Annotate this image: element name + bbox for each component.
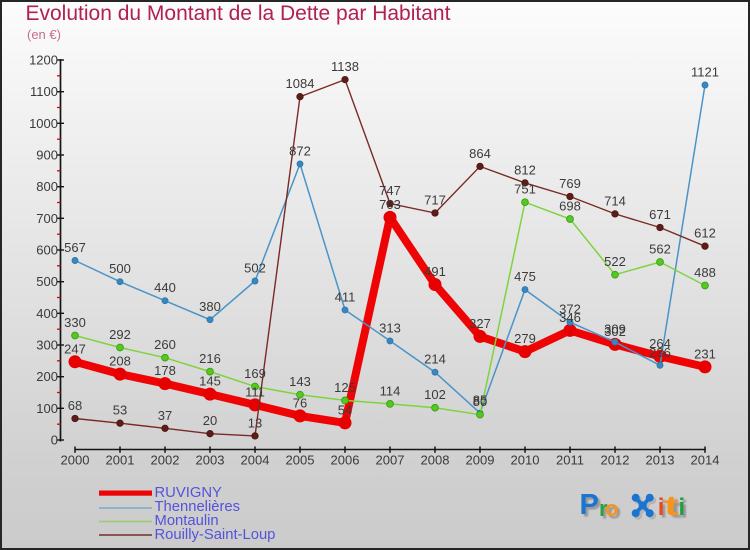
- svg-text:327: 327: [469, 316, 491, 331]
- svg-text:698: 698: [559, 199, 581, 214]
- svg-text:178: 178: [154, 363, 176, 378]
- svg-text:751: 751: [514, 182, 536, 197]
- svg-text:53: 53: [113, 403, 127, 418]
- svg-text:2005: 2005: [286, 453, 315, 468]
- svg-text:76: 76: [293, 395, 307, 410]
- svg-text:769: 769: [559, 176, 581, 191]
- svg-text:2002: 2002: [151, 453, 180, 468]
- svg-text:169: 169: [244, 366, 266, 381]
- svg-text:145: 145: [199, 374, 221, 389]
- svg-text:2014: 2014: [691, 453, 720, 468]
- svg-text:1121: 1121: [691, 65, 719, 80]
- svg-text:231: 231: [694, 346, 716, 361]
- svg-text:1084: 1084: [286, 76, 315, 91]
- svg-text:2007: 2007: [376, 453, 405, 468]
- svg-text:700: 700: [36, 211, 58, 226]
- svg-text:214: 214: [424, 352, 446, 367]
- svg-text:522: 522: [604, 254, 626, 269]
- svg-text:864: 864: [469, 146, 491, 161]
- svg-text:54: 54: [338, 402, 352, 417]
- svg-text:2004: 2004: [241, 453, 270, 468]
- svg-text:1138: 1138: [331, 59, 359, 74]
- svg-text:111: 111: [245, 384, 265, 399]
- svg-text:411: 411: [335, 289, 356, 304]
- svg-text:900: 900: [36, 148, 58, 163]
- svg-text:292: 292: [109, 327, 131, 342]
- svg-text:80: 80: [473, 394, 487, 409]
- svg-text:502: 502: [244, 261, 266, 276]
- svg-text:1100: 1100: [30, 84, 58, 99]
- svg-text:2003: 2003: [196, 453, 225, 468]
- svg-text:143: 143: [289, 374, 311, 389]
- svg-text:475: 475: [514, 269, 536, 284]
- svg-text:20: 20: [203, 413, 217, 428]
- svg-text:671: 671: [649, 207, 671, 222]
- svg-text:37: 37: [158, 408, 172, 423]
- svg-text:612: 612: [694, 226, 716, 241]
- svg-text:714: 714: [604, 193, 626, 208]
- svg-text:85: 85: [473, 393, 487, 408]
- svg-text:236: 236: [649, 345, 671, 360]
- svg-text:300: 300: [36, 338, 58, 353]
- svg-text:562: 562: [649, 242, 671, 257]
- svg-text:1200: 1200: [29, 53, 58, 68]
- svg-text:247: 247: [64, 341, 86, 356]
- svg-text:488: 488: [694, 265, 716, 280]
- svg-text:309: 309: [604, 322, 626, 337]
- svg-text:500: 500: [36, 274, 58, 289]
- svg-text:200: 200: [36, 369, 58, 384]
- svg-text:2001: 2001: [106, 453, 135, 468]
- svg-text:264: 264: [649, 336, 671, 351]
- svg-text:800: 800: [36, 179, 58, 194]
- svg-text:500: 500: [109, 261, 131, 276]
- svg-text:2008: 2008: [421, 453, 450, 468]
- svg-text:302: 302: [604, 324, 626, 339]
- svg-text:346: 346: [559, 310, 581, 325]
- svg-text:2010: 2010: [511, 453, 540, 468]
- svg-text:567: 567: [64, 240, 86, 255]
- svg-text:125: 125: [334, 380, 356, 395]
- svg-text:100: 100: [36, 401, 58, 416]
- svg-text:208: 208: [109, 354, 131, 369]
- svg-text:400: 400: [36, 306, 58, 321]
- svg-text:1000: 1000: [29, 116, 58, 131]
- svg-text:2000: 2000: [61, 453, 90, 468]
- svg-text:2009: 2009: [466, 453, 495, 468]
- svg-text:372: 372: [559, 302, 581, 317]
- svg-text:2011: 2011: [556, 453, 584, 468]
- svg-text:2013: 2013: [646, 453, 675, 468]
- svg-text:68: 68: [68, 398, 82, 413]
- svg-text:216: 216: [199, 351, 221, 366]
- svg-text:13: 13: [248, 415, 262, 430]
- svg-text:491: 491: [424, 264, 446, 279]
- svg-text:380: 380: [199, 299, 221, 314]
- svg-text:2012: 2012: [601, 453, 630, 468]
- svg-text:440: 440: [154, 280, 176, 295]
- svg-text:102: 102: [424, 387, 446, 402]
- svg-text:260: 260: [154, 337, 176, 352]
- svg-text:114: 114: [380, 383, 401, 398]
- svg-text:330: 330: [64, 315, 86, 330]
- svg-text:279: 279: [514, 331, 536, 346]
- svg-text:0: 0: [51, 433, 58, 448]
- svg-text:2006: 2006: [331, 453, 360, 468]
- svg-text:812: 812: [514, 162, 536, 177]
- svg-text:747: 747: [379, 183, 401, 198]
- svg-text:313: 313: [379, 320, 401, 335]
- svg-text:872: 872: [289, 143, 311, 158]
- svg-text:600: 600: [36, 243, 58, 258]
- svg-text:717: 717: [424, 193, 446, 208]
- svg-text:703: 703: [379, 197, 401, 212]
